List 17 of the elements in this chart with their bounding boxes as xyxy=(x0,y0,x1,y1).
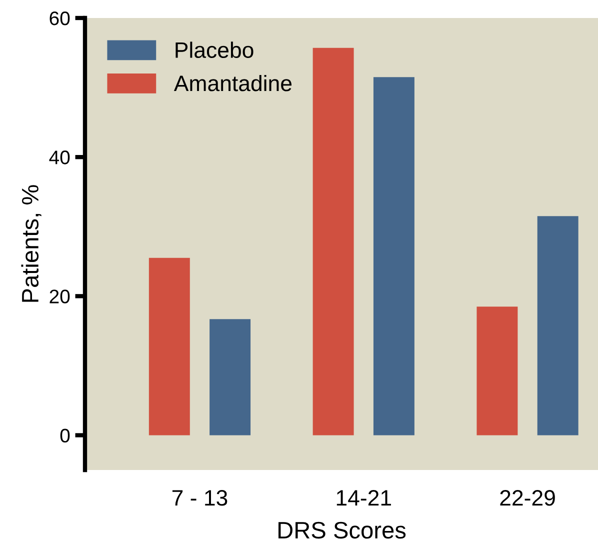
bar xyxy=(373,77,414,436)
bar xyxy=(312,48,354,436)
x-tick-label: 7 - 13 xyxy=(172,490,228,506)
x-tick-label: 14-21 xyxy=(336,490,391,506)
bar xyxy=(210,319,251,436)
y-tick-label: 60 xyxy=(50,11,70,26)
legend-label: Amantadine xyxy=(174,74,292,92)
x-tick-label: 22-29 xyxy=(500,490,555,506)
x-axis-title: DRS Scores xyxy=(278,522,406,539)
bar xyxy=(537,216,578,436)
y-tick-label: 40 xyxy=(49,150,70,164)
bar xyxy=(476,306,518,436)
y-tick-label: 0 xyxy=(60,428,70,442)
y-tick-label: 20 xyxy=(50,290,70,304)
y-axis-title: Patients, % xyxy=(21,185,42,302)
bar xyxy=(148,258,190,436)
legend-label: Placebo xyxy=(176,42,254,58)
